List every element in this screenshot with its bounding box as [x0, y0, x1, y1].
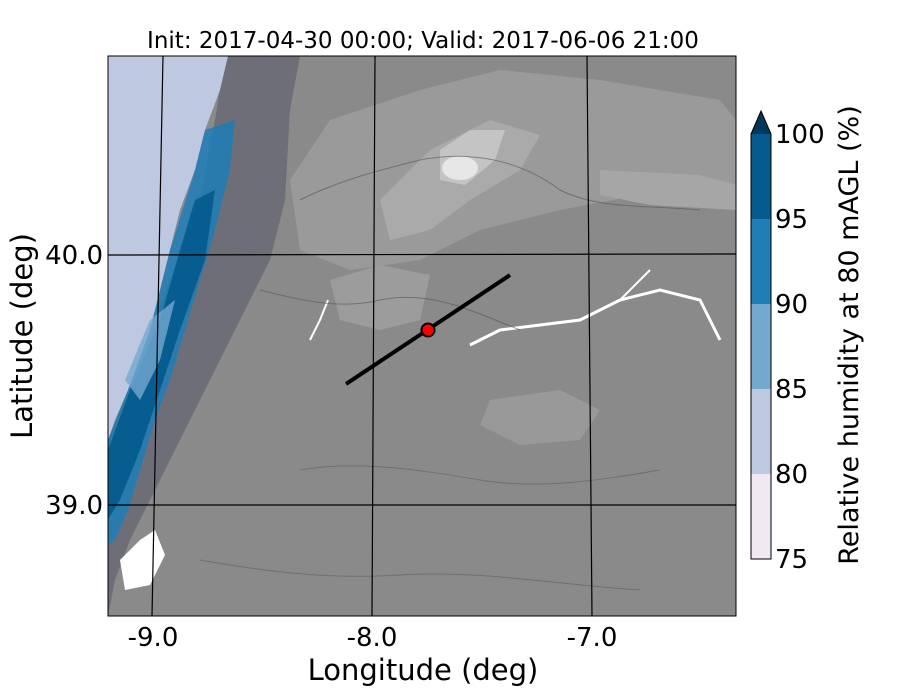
terrain-coastal-strip	[108, 56, 300, 616]
colorbar-swatch-85	[751, 304, 771, 389]
contour-3	[299, 465, 661, 485]
humidity-band-85	[125, 300, 175, 400]
colorbar-tick-label: 90	[775, 290, 808, 320]
colorbar-swatch-90	[751, 219, 771, 304]
colorbar: 75 80 85 90 95 100 Relative humidity at …	[750, 105, 865, 575]
terrain-hills	[330, 265, 430, 330]
colorbar-tick-label: 80	[775, 460, 808, 490]
river-west	[309, 299, 329, 341]
colorbar-tick-label: 85	[775, 375, 808, 405]
meridian-9	[151, 56, 164, 616]
x-tick-label: -9.0	[128, 623, 179, 653]
x-tick-label: -8.0	[347, 623, 398, 653]
colorbar-swatch-75	[751, 474, 771, 559]
contour-4	[199, 559, 641, 591]
figure-title: Init: 2017-04-30 00:00; Valid: 2017-06-0…	[147, 28, 699, 54]
map-panel	[108, 56, 736, 616]
meridian-8	[371, 56, 376, 616]
colorbar-tick-label: 75	[775, 545, 808, 575]
x-axis-label: Longitude (deg)	[308, 653, 539, 687]
terrain-summit	[442, 156, 478, 180]
colorbar-extend-arrow	[751, 111, 771, 134]
colorbar-tick-label: 100	[775, 120, 825, 150]
map-frame	[107, 55, 737, 617]
colorbar-label: Relative humidity at 80 mAGL (%)	[834, 105, 865, 565]
humidity-band-95	[108, 190, 215, 520]
colorbar-outline	[750, 109, 772, 560]
ocean	[108, 56, 228, 440]
contour-2	[259, 289, 521, 331]
colorbar-swatch-95	[751, 134, 771, 219]
meridian-7	[586, 56, 593, 616]
terrain-highland-east	[600, 170, 736, 210]
parallel-40	[108, 253, 736, 256]
colorbar-tick-label: 95	[775, 205, 808, 235]
terrain-hills-south	[480, 390, 600, 445]
y-axis-label: Latitude (deg)	[5, 233, 39, 439]
contour-1	[299, 155, 701, 211]
x-tick-label: -7.0	[567, 623, 618, 653]
river-branch	[619, 269, 651, 301]
colorbar-swatch-80	[751, 389, 771, 474]
y-tick-label: 39.0	[45, 491, 103, 521]
location-marker	[420, 322, 436, 338]
y-tick-label: 40.0	[45, 241, 103, 271]
river-east	[469, 288, 722, 347]
